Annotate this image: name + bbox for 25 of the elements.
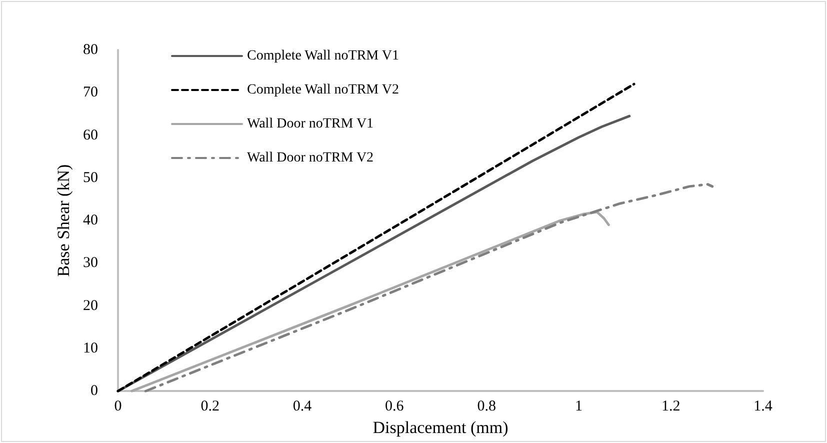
legend-label: Complete Wall noTRM V2	[247, 82, 399, 98]
x-tick-label: 1.2	[661, 398, 680, 415]
x-axis-title: Displacement (mm)	[372, 418, 508, 437]
x-tick-label: 0.8	[477, 398, 496, 415]
y-tick-label: 30	[83, 255, 98, 272]
x-tick-label: 0.6	[385, 398, 404, 415]
line-series	[130, 210, 610, 392]
y-tick-label: 70	[83, 84, 98, 101]
legend-label: Wall Door noTRM V2	[247, 150, 374, 166]
y-axis-title: Base Shear (kN)	[54, 164, 74, 277]
x-tick-label: 1.4	[754, 398, 773, 415]
legend-label: Complete Wall noTRM V1	[247, 48, 399, 64]
x-tick-label: 0.2	[200, 398, 220, 415]
y-tick-label: 0	[90, 383, 98, 400]
y-tick-label: 10	[83, 340, 98, 356]
x-tick-label: 0.4	[292, 398, 312, 415]
y-tick-label: 80	[83, 42, 98, 58]
y-tick-label: 40	[83, 212, 98, 229]
legend-label: Wall Door noTRM V1	[247, 116, 374, 132]
y-tick-label: 50	[83, 170, 98, 186]
y-tick-label: 20	[83, 298, 98, 314]
line-series	[144, 183, 714, 392]
y-tick-label: 60	[83, 127, 98, 144]
x-tick-label: 0	[114, 398, 122, 415]
x-tick-label: 1	[574, 398, 582, 415]
